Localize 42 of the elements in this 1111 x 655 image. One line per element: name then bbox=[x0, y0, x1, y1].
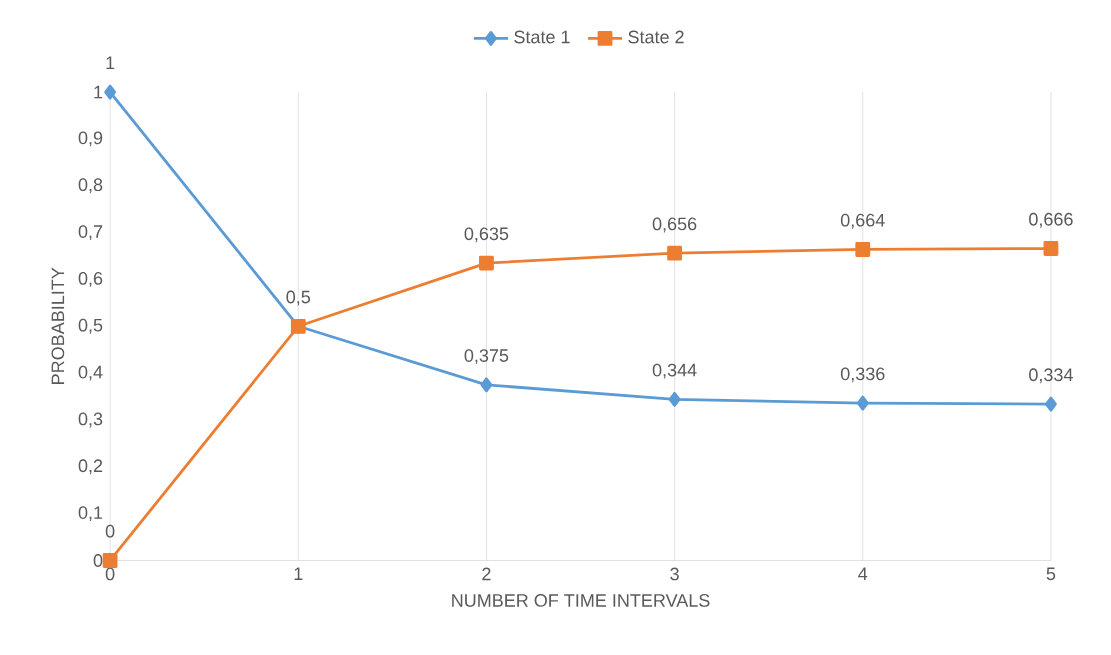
data-label: 0,666 bbox=[1029, 213, 1073, 228]
data-label: 0 bbox=[105, 525, 115, 538]
y-tick-label: 0,7 bbox=[78, 225, 103, 241]
y-tick-label: 0,2 bbox=[78, 459, 103, 475]
point bbox=[102, 553, 118, 569]
point bbox=[480, 377, 493, 393]
data-label: 0,336 bbox=[840, 367, 885, 383]
x-tick-label: 5 bbox=[1046, 567, 1056, 581]
point bbox=[104, 84, 117, 100]
y-tick-label: 0,9 bbox=[78, 131, 103, 147]
data-label: 0,334 bbox=[1029, 368, 1073, 384]
point bbox=[855, 242, 871, 258]
data-label: 0,656 bbox=[652, 217, 697, 233]
y-tick-label: 0,3 bbox=[78, 412, 103, 428]
data-label: 0,375 bbox=[464, 349, 509, 365]
y-tick-label: 0 bbox=[93, 554, 103, 568]
point bbox=[856, 395, 869, 411]
point bbox=[667, 246, 683, 261]
point bbox=[479, 255, 494, 271]
legend-label: State 2 bbox=[628, 30, 684, 44]
data-label: 0,664 bbox=[840, 213, 885, 229]
y-tick-label: 0,5 bbox=[78, 319, 103, 334]
x-tick-label: 0 bbox=[105, 567, 115, 581]
data-label: 0,635 bbox=[464, 227, 509, 243]
y-tick-label: 0,4 bbox=[78, 365, 103, 381]
legend-label: State 1 bbox=[514, 30, 570, 44]
x-tick-label: 3 bbox=[670, 567, 679, 581]
point bbox=[668, 392, 681, 407]
y-tick-label: 0,6 bbox=[78, 272, 103, 288]
x-axis-title: NUMBER OF TIME INTERVALS bbox=[452, 594, 710, 608]
point bbox=[1045, 396, 1057, 412]
data-label: 0,344 bbox=[652, 363, 697, 379]
y-tick-label: 0,8 bbox=[78, 178, 103, 194]
x-tick-label: 4 bbox=[858, 567, 868, 581]
y-tick-label: 1 bbox=[94, 86, 103, 99]
y-axis-title: PROBABILITY bbox=[51, 267, 65, 385]
point bbox=[1043, 241, 1059, 257]
y-tick-label: 0,1 bbox=[78, 506, 103, 522]
data-label: 1 bbox=[106, 56, 115, 70]
data-label: 0,5 bbox=[286, 290, 311, 306]
x-tick-label: 2 bbox=[482, 567, 491, 581]
x-tick-label: 1 bbox=[294, 567, 303, 581]
